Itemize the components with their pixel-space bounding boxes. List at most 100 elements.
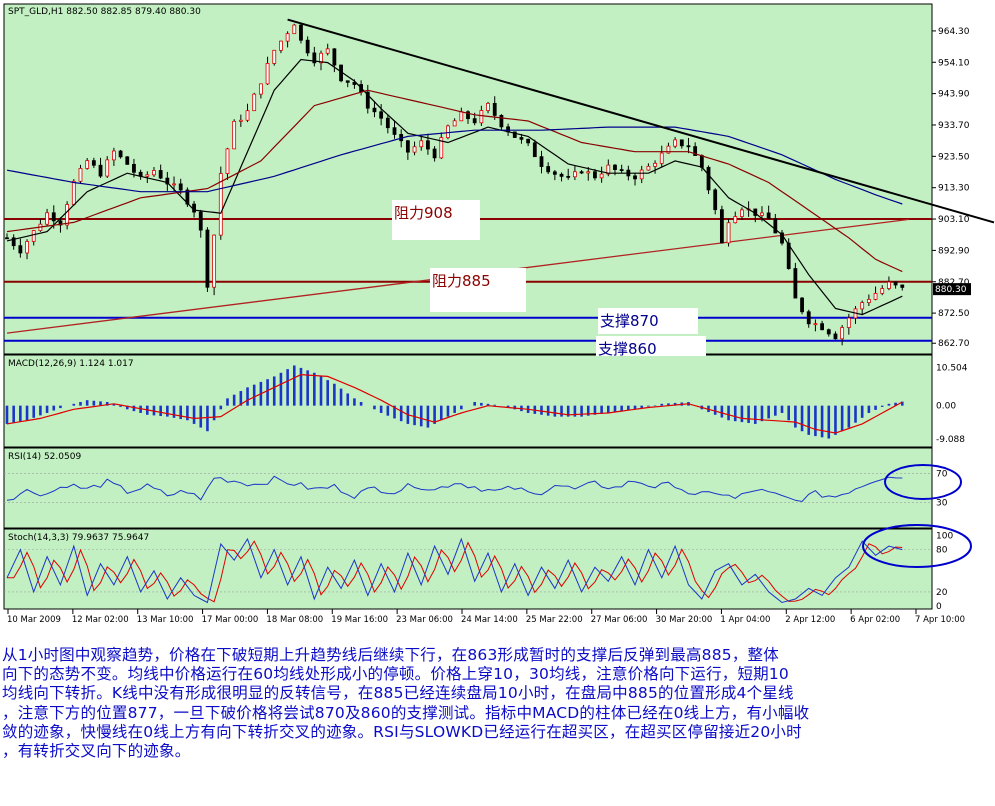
time-axis-tick-label: 2 Apr 12:00 (785, 615, 835, 625)
price-axis-tick-label: 964.30 (938, 27, 970, 37)
candle-body (305, 39, 310, 54)
candle-body (860, 302, 865, 310)
candle-body (633, 175, 637, 180)
candle-body (820, 323, 825, 331)
candle-body (178, 183, 183, 191)
stoch-axis-label: 0 (936, 602, 942, 612)
time-axis-tick-label: 19 Mar 16:00 (331, 615, 388, 625)
time-axis-tick-label: 10 Mar 2009 (7, 615, 61, 625)
candle-body (833, 333, 838, 340)
candle-body (319, 52, 323, 64)
candle-body (31, 230, 36, 242)
candle-body (519, 137, 524, 140)
stoch-axis-label: 20 (936, 588, 948, 598)
candle-body (539, 156, 544, 167)
candle-body (813, 323, 818, 326)
price-axis-tick-label: 954.10 (938, 58, 970, 68)
candle-body (158, 170, 163, 179)
candle-body (192, 203, 196, 213)
stoch-header-background (5, 530, 133, 542)
candle-body (452, 120, 457, 127)
commentary-line: ，有转折交叉向下的迹象。 (2, 742, 191, 761)
candle-body (806, 311, 811, 325)
price-axis-tick-label: 913.30 (938, 184, 970, 194)
candle-body (659, 152, 664, 164)
candle-body (225, 148, 230, 174)
candle-body (372, 107, 377, 113)
candle-body (432, 148, 437, 159)
stoch-axis-label: 100 (936, 532, 953, 542)
time-axis-tick-label: 7 Apr 10:00 (915, 615, 965, 625)
rsi-header: RSI(14) 52.0509 (8, 452, 81, 462)
candle-body (693, 146, 698, 156)
candle-body (292, 24, 297, 35)
candle-body (586, 171, 591, 174)
macd-axis-label: 0.00 (936, 402, 956, 412)
candle-body (673, 139, 678, 147)
candle-body (392, 127, 397, 135)
level-label-box (392, 200, 480, 240)
rsi-header-background (5, 449, 77, 461)
time-axis-tick-label: 25 Mar 22:00 (526, 615, 583, 625)
candle-body (272, 49, 277, 64)
candle-body (786, 242, 791, 269)
candle-body (606, 164, 611, 175)
candle-body (325, 48, 330, 54)
candle-body (826, 329, 831, 335)
candle-body (846, 317, 851, 328)
candle-body (365, 91, 370, 109)
candle-body (499, 114, 504, 128)
candle-body (172, 183, 176, 186)
chart-header: SPT_GLD,H1 882.50 882.85 879.40 880.30 (8, 7, 201, 17)
candle-body (111, 150, 116, 161)
time-axis-tick-label: 18 Mar 08:00 (266, 615, 323, 625)
candle-body (740, 209, 744, 217)
header-background (5, 5, 201, 17)
candle-body (840, 327, 845, 340)
macd-signal-line (6, 373, 903, 434)
candle-body (472, 118, 477, 124)
candle-body (258, 83, 263, 95)
time-axis-tick-label: 1 Apr 04:00 (720, 615, 770, 625)
moving-average-line (6, 58, 903, 316)
candle-body (212, 234, 217, 288)
current-price-label: 880.30 (935, 285, 967, 295)
candle-body (552, 171, 557, 175)
candle-body (713, 189, 718, 211)
candle-body (559, 173, 564, 177)
candle-body (45, 212, 49, 225)
candle-body (419, 140, 424, 148)
candle-body (205, 229, 210, 288)
candle-body (492, 102, 497, 116)
time-axis-tick-label: 27 Mar 06:00 (591, 615, 648, 625)
candle-body (245, 110, 250, 121)
candle-body (18, 245, 23, 254)
candle-body (265, 63, 270, 85)
rsi-axis-label: 70 (936, 470, 948, 480)
stoch-signal-line (7, 540, 903, 603)
level-label-box (598, 308, 698, 334)
current-price-tag (933, 283, 971, 296)
rsi-highlight-ellipse (884, 464, 962, 500)
candle-body (593, 171, 597, 179)
candle-body (332, 48, 337, 66)
candle-body (252, 93, 257, 112)
stoch-header: Stoch(14,3,3) 79.9637 75.9647 (8, 533, 149, 543)
candle-body (579, 171, 584, 174)
candle-body (572, 171, 577, 178)
price-axis-tick-label: 923.50 (938, 152, 970, 162)
level-label: 阻力908 (394, 204, 453, 222)
candle-body (479, 110, 484, 124)
candle-body (152, 170, 156, 176)
candle-body (526, 138, 531, 144)
candle-body (887, 281, 891, 289)
candle-body (185, 189, 190, 205)
commentary-line: ，注意下方的位置877，一旦下破价格将尝试870及860的支撑测试。指标中MAC… (2, 703, 810, 722)
candle-body (78, 168, 83, 182)
candle-body (733, 216, 738, 224)
candle-body (653, 162, 657, 167)
trading-chart: 964.30 954.10 943.90 933.70 923.50 913.30 903.… (3, 3, 995, 625)
candle-body (426, 140, 430, 150)
moving-average-line (6, 89, 903, 273)
time-axis-tick-label: 24 Mar 14:00 (461, 615, 518, 625)
